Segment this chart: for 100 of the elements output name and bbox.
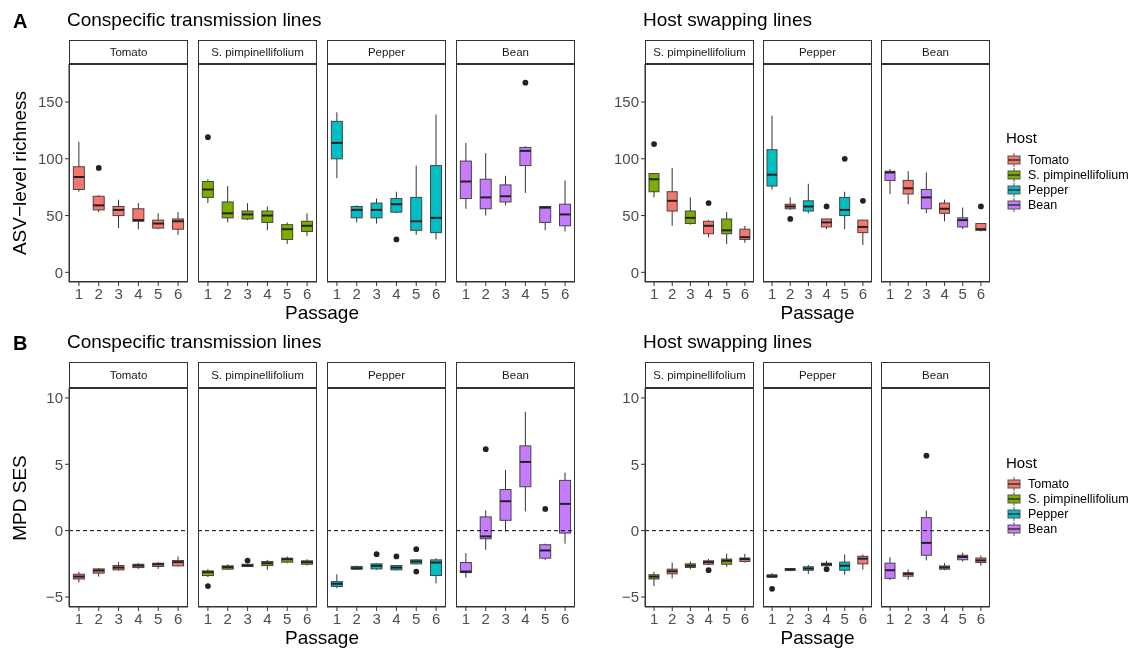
x-tick-label: 5 [283, 284, 292, 302]
chart-title: Host swapping lines [643, 331, 812, 353]
x-tick-label: 6 [302, 609, 312, 627]
x-tick-label: 4 [521, 284, 530, 302]
chart-subtitle: Bean [502, 369, 529, 381]
x-tick-label: 5 [283, 609, 292, 627]
y-axis-title: ASV−level richness [9, 90, 31, 256]
x-tick-label: 3 [114, 284, 123, 302]
x-tick-label: 3 [686, 284, 695, 302]
legend-label: S. pimpinellifolium [1028, 167, 1129, 182]
x-tick-label: 3 [372, 609, 381, 627]
x-tick-label: 5 [958, 609, 967, 627]
chart-subtitle: Bean [922, 46, 949, 58]
x-tick-label: 2 [668, 609, 677, 627]
chart-subtitle: S. pimpinellifolium [211, 46, 304, 58]
x-axis-title: Passage [779, 627, 856, 648]
x-tick-label: 3 [922, 609, 931, 627]
y-tick-label: 10 [622, 389, 639, 407]
chart-subtitle: Pepper [367, 369, 406, 381]
y-tick-label: 5 [630, 455, 639, 473]
x-tick-label: 4 [704, 609, 713, 627]
chart-subtitle: S. pimpinellifolium [211, 369, 304, 381]
x-tick-label: 5 [412, 284, 421, 302]
x-tick-label: 5 [154, 284, 163, 302]
x-tick-label: 3 [372, 284, 381, 302]
y-tick-label: 10 [46, 389, 63, 407]
x-tick-label: 1 [74, 609, 84, 627]
x-tick-label: 2 [223, 284, 232, 302]
x-tick-label: 4 [940, 284, 949, 302]
x-tick-label: 2 [94, 284, 103, 302]
x-tick-label: 3 [804, 609, 813, 627]
text: B [13, 332, 28, 355]
x-tick-label: 1 [74, 284, 84, 302]
legend-title: Host [1006, 453, 1038, 471]
legend-label: Tomato [1028, 152, 1069, 167]
chart-title: Conspecific transmission lines [67, 331, 322, 353]
x-tick-label: 2 [352, 609, 361, 627]
x-tick-label: 6 [302, 284, 312, 302]
x-tick-label: 6 [740, 284, 750, 302]
x-tick-label: 2 [786, 284, 795, 302]
x-tick-label: 6 [560, 284, 570, 302]
chart-subtitle: S. pimpinellifolium [653, 369, 746, 381]
chart-subtitle: Pepper [798, 46, 837, 58]
legend-label: S. pimpinellifolium [1028, 492, 1129, 507]
x-tick-label: 6 [173, 609, 183, 627]
y-tick-label: 50 [46, 206, 63, 224]
x-tick-label: 6 [976, 284, 986, 302]
x-tick-label: 4 [940, 609, 949, 627]
chart-subtitle: Pepper [798, 369, 837, 381]
x-tick-label: 4 [134, 284, 143, 302]
x-tick-label: 3 [243, 284, 252, 302]
x-tick-label: 5 [722, 609, 731, 627]
legend-label: Bean [1028, 197, 1058, 212]
y-tick-label: 5 [54, 455, 63, 473]
x-tick-label: 6 [976, 609, 986, 627]
x-tick-label: 2 [223, 609, 232, 627]
y-tick-label: 50 [622, 206, 639, 224]
x-tick-label: 6 [173, 284, 183, 302]
y-tick-label: 0 [54, 522, 63, 540]
x-tick-label: 4 [134, 609, 143, 627]
x-tick-label: 2 [352, 284, 361, 302]
x-axis-title: Passage [284, 302, 360, 324]
legend-label: Pepper [1028, 507, 1069, 522]
x-tick-label: 2 [786, 609, 795, 627]
x-tick-label: 3 [114, 609, 123, 627]
x-tick-label: 4 [822, 609, 831, 627]
x-tick-label: 6 [431, 284, 441, 302]
chart-subtitle: Bean [502, 46, 529, 58]
chart-subtitle: Tomato [109, 46, 148, 58]
x-tick-label: 1 [461, 284, 471, 302]
x-tick-label: 6 [858, 284, 868, 302]
x-tick-label: 1 [461, 609, 471, 627]
x-tick-label: 1 [767, 609, 777, 627]
x-tick-label: 2 [668, 284, 677, 302]
chart-subtitle: Pepper [367, 46, 406, 58]
y-tick-label: −5 [621, 588, 639, 606]
x-tick-label: 4 [704, 284, 713, 302]
legend-title: Host [1006, 129, 1038, 147]
legend-label: Tomato [1028, 477, 1069, 492]
x-tick-label: 1 [332, 609, 342, 627]
x-tick-label: 3 [501, 609, 510, 627]
x-tick-label: 4 [392, 284, 401, 302]
x-tick-label: 4 [263, 284, 272, 302]
y-tick-label: 0 [54, 263, 63, 281]
chart-title: Host swapping lines [643, 9, 812, 31]
x-tick-label: 2 [481, 609, 490, 627]
x-tick-label: 4 [392, 609, 401, 627]
x-tick-label: 5 [541, 284, 550, 302]
x-axis-title: Passage [779, 302, 856, 324]
legend-label: Pepper [1028, 182, 1069, 197]
chart-title: Conspecific transmission lines [67, 9, 322, 31]
x-tick-label: 1 [885, 609, 895, 627]
x-tick-label: 3 [501, 284, 510, 302]
x-tick-label: 6 [740, 609, 750, 627]
x-tick-label: 6 [858, 609, 868, 627]
text: A [13, 10, 28, 33]
y-tick-label: 100 [613, 150, 639, 168]
x-tick-label: 6 [560, 609, 570, 627]
x-tick-label: 1 [203, 284, 213, 302]
y-tick-label: 150 [37, 93, 63, 111]
